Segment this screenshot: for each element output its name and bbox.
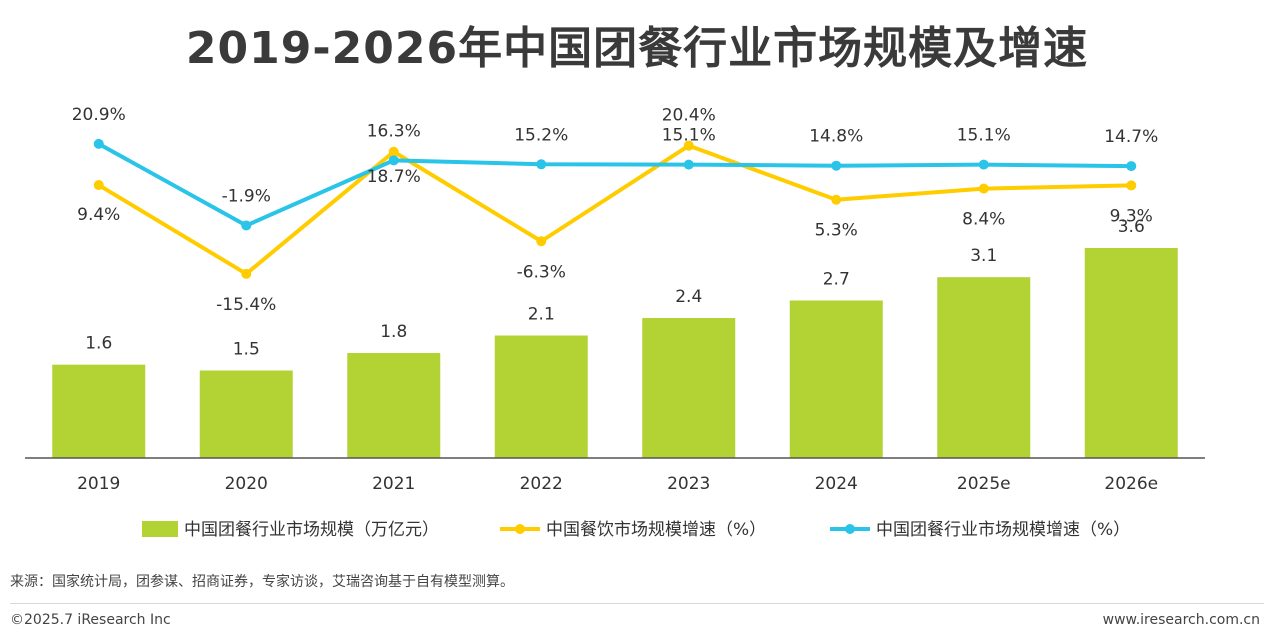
group-meal-growth-line — [97, 142, 1132, 228]
x-tick-2024: 2024 — [815, 474, 858, 494]
group-meal-growth-label-2022: 15.2% — [514, 125, 568, 145]
group-meal-growth-point-2025e — [978, 159, 989, 170]
catering-growth-label-2019: 9.4% — [77, 205, 120, 225]
x-tick-2025e: 2025e — [957, 474, 1011, 494]
catering-growth-point-2019 — [93, 180, 104, 191]
catering-growth-point-2022 — [536, 236, 547, 247]
catering-growth-label-2020: -15.4% — [216, 295, 276, 315]
bar-2023 — [642, 318, 736, 458]
group-meal-growth-point-2026e — [1126, 161, 1137, 172]
copyright: ©2025.7 iResearch Inc — [10, 612, 171, 628]
group-meal-growth-point-2019 — [93, 138, 104, 149]
x-tick-2026e: 2026e — [1104, 474, 1158, 494]
catering-growth-point-2021 — [388, 146, 399, 157]
chart: 1.6 1.5 1.8 2.1 2.4 2.7 3.1 3.6 2019 2020 2021 2022… — [25, 105, 1205, 540]
group-meal-growth-label-2024: 14.8% — [809, 127, 863, 147]
catering-growth-label-2022: -6.3% — [517, 262, 566, 282]
bar-2026e — [1084, 248, 1178, 458]
legend-group-meal-label: 中国团餐行业市场规模增速（%） — [876, 520, 1130, 540]
bar-label-2019: 1.6 — [85, 334, 112, 354]
catering-growth-label-2025e: 8.4% — [962, 210, 1005, 230]
bar-label-2024: 2.7 — [823, 270, 850, 290]
catering-growth-label-2021: 18.7% — [367, 167, 421, 187]
bar-2022 — [494, 335, 588, 458]
x-tick-2023: 2023 — [667, 474, 710, 494]
bar-label-2021: 1.8 — [380, 322, 407, 342]
bar-label-2025e: 3.1 — [970, 246, 997, 266]
group-meal-growth-label-2020: -1.9% — [222, 187, 271, 207]
catering-growth-label-2024: 5.3% — [815, 221, 858, 241]
bar-2019 — [52, 364, 146, 458]
source-note: 来源：国家统计局，团参谋、招商证券，专家访谈，艾瑞咨询基于自有模型测算。 — [10, 574, 514, 590]
bar-2021 — [347, 353, 441, 458]
catering-growth-point-2024 — [831, 194, 842, 205]
legend-group-meal-marker — [845, 524, 855, 534]
group-meal-growth-label-2023: 15.1% — [662, 126, 716, 146]
x-tick-2020: 2020 — [225, 474, 268, 494]
footer-divider — [10, 603, 1264, 604]
legend-catering-label: 中国餐饮市场规模增速（%） — [546, 520, 766, 540]
group-meal-growth-point-2024 — [831, 160, 842, 171]
catering-growth-point-2025e — [978, 183, 989, 194]
group-meal-growth-point-2022 — [536, 159, 547, 170]
group-meal-growth-label-2026e: 14.7% — [1104, 127, 1158, 147]
catering-growth-point-2026e — [1126, 180, 1137, 191]
bar-2020 — [199, 370, 293, 458]
bar-label-2020: 1.5 — [233, 340, 260, 360]
group-meal-growth-label-2025e: 15.1% — [957, 126, 1011, 146]
catering-growth-point-2020 — [241, 268, 252, 279]
x-tick-2022: 2022 — [520, 474, 563, 494]
catering-growth-line — [97, 143, 1132, 276]
group-meal-growth-label-2019: 20.9% — [72, 105, 126, 125]
chart-title: 2019-2026年中国团餐行业市场规模及增速 — [185, 23, 1089, 74]
catering-growth-label-2023: 20.4% — [662, 106, 716, 126]
x-tick-2021: 2021 — [372, 474, 415, 494]
legend-catering-marker — [515, 524, 525, 534]
bar-2025e — [937, 277, 1031, 458]
catering-growth-label-2026e: 9.3% — [1110, 206, 1153, 226]
legend-bar-swatch — [142, 521, 178, 537]
x-tick-2019: 2019 — [77, 474, 120, 494]
bar-label-2022: 2.1 — [528, 305, 555, 325]
group-meal-growth-point-2020 — [241, 220, 252, 231]
bar-label-2026e: 3.6 — [1118, 217, 1145, 237]
group-meal-growth-label-2021: 16.3% — [367, 121, 421, 141]
bar-label-2023: 2.4 — [675, 287, 702, 307]
bar-2024 — [789, 300, 883, 458]
group-meal-growth-point-2023 — [683, 159, 694, 170]
group-meal-growth-point-2021 — [388, 155, 399, 166]
catering-growth-point-2023 — [683, 140, 694, 151]
website-link[interactable]: www.iresearch.com.cn — [1102, 612, 1260, 628]
legend-bar-label: 中国团餐行业市场规模（万亿元） — [184, 520, 439, 540]
